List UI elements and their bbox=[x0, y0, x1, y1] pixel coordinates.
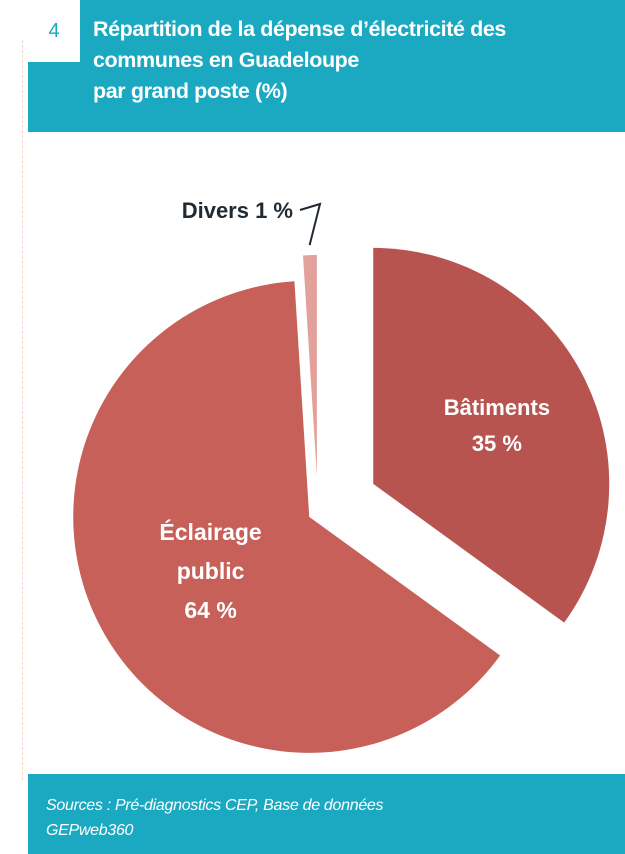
pie-chart: Bâtiments 35 % Éclairage public 64 % Divers 1… bbox=[73, 198, 610, 753]
pie-slice-divers bbox=[302, 255, 317, 477]
pie-labels: Bâtiments 35 % Éclairage public 64 % Divers 1… bbox=[159, 198, 550, 623]
figure-title-line-1: Répartition de la dépense d’électricité … bbox=[93, 17, 506, 41]
figure-title-line-3: par grand poste (%) bbox=[93, 79, 288, 103]
page-margin bbox=[0, 0, 28, 854]
label-eclairage-public-line-1: Éclairage bbox=[159, 518, 261, 545]
figure-number: 4 bbox=[28, 0, 80, 62]
pie-slice-eclairage-public bbox=[73, 281, 501, 753]
figure-header bbox=[28, 0, 625, 132]
label-divers-line-1: Divers 1 % bbox=[182, 198, 293, 223]
pie-slice-batiments bbox=[373, 247, 610, 623]
figure-title: Répartition de la dépense d’électricité … bbox=[93, 14, 613, 107]
source-line-2: GEPweb360 bbox=[46, 822, 134, 839]
source-line-1: Sources : Pré-diagnostics CEP, Base de d… bbox=[46, 797, 384, 814]
pie-slices bbox=[73, 247, 610, 753]
label-eclairage-public-line-3: 64 % bbox=[184, 597, 236, 623]
label-batiments-line-1: Bâtiments bbox=[444, 395, 550, 420]
margin-guide bbox=[22, 40, 23, 780]
figure-title-line-2: communes en Guadeloupe bbox=[93, 48, 359, 72]
figure-footer bbox=[28, 774, 625, 854]
label-batiments-line-2: 35 % bbox=[472, 431, 522, 456]
figure-source: Sources : Pré-diagnostics CEP, Base de d… bbox=[46, 793, 606, 843]
divers-leader-line bbox=[299, 202, 322, 246]
label-eclairage-public-line-2: public bbox=[177, 558, 245, 584]
chart-area: Bâtiments 35 % Éclairage public 64 % Divers 1… bbox=[28, 132, 625, 772]
